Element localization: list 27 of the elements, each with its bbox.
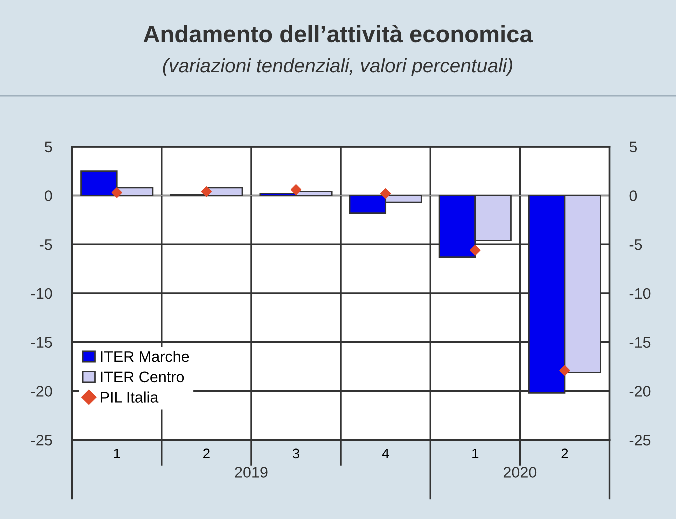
x-tick-label: 2: [562, 448, 568, 459]
y-tick-label: 5: [45, 142, 52, 153]
y2-tick-label: 5: [630, 142, 638, 153]
legend-label: PIL Italia: [101, 392, 159, 403]
y-tick-label: -10: [31, 288, 52, 300]
y2-tick-label: -20: [630, 386, 651, 397]
y2-tick-label: -15: [630, 337, 651, 348]
y2-tick-label: 0: [630, 190, 638, 202]
y2-tick-label: -25: [630, 434, 651, 446]
x-tick-label: 3: [292, 448, 300, 459]
chart-subtitle: (variazioni tendenziali, valori percentuali): [163, 58, 512, 77]
x-tick-label: 1: [114, 448, 120, 459]
x-tick-label: 4: [382, 448, 390, 459]
y-tick-label: -20: [31, 386, 52, 397]
y-tick-label: 0: [44, 190, 52, 202]
legend-label: ITER Centro: [101, 372, 184, 383]
y2-tick-label: -10: [630, 288, 651, 300]
y-tick-label: -5: [40, 240, 52, 250]
chart-title: Andamento dell’attività economica: [144, 25, 533, 43]
x-tick-label: 1: [472, 448, 479, 459]
text: 2020: [504, 467, 537, 478]
y-tick-label: -25: [31, 434, 52, 446]
y2-tick-label: -5: [630, 240, 642, 250]
y-tick-label: -15: [31, 337, 52, 348]
legend-label: ITER Marche: [101, 351, 190, 362]
x-tick-label: 2: [204, 448, 210, 459]
text: 2019: [235, 467, 268, 478]
